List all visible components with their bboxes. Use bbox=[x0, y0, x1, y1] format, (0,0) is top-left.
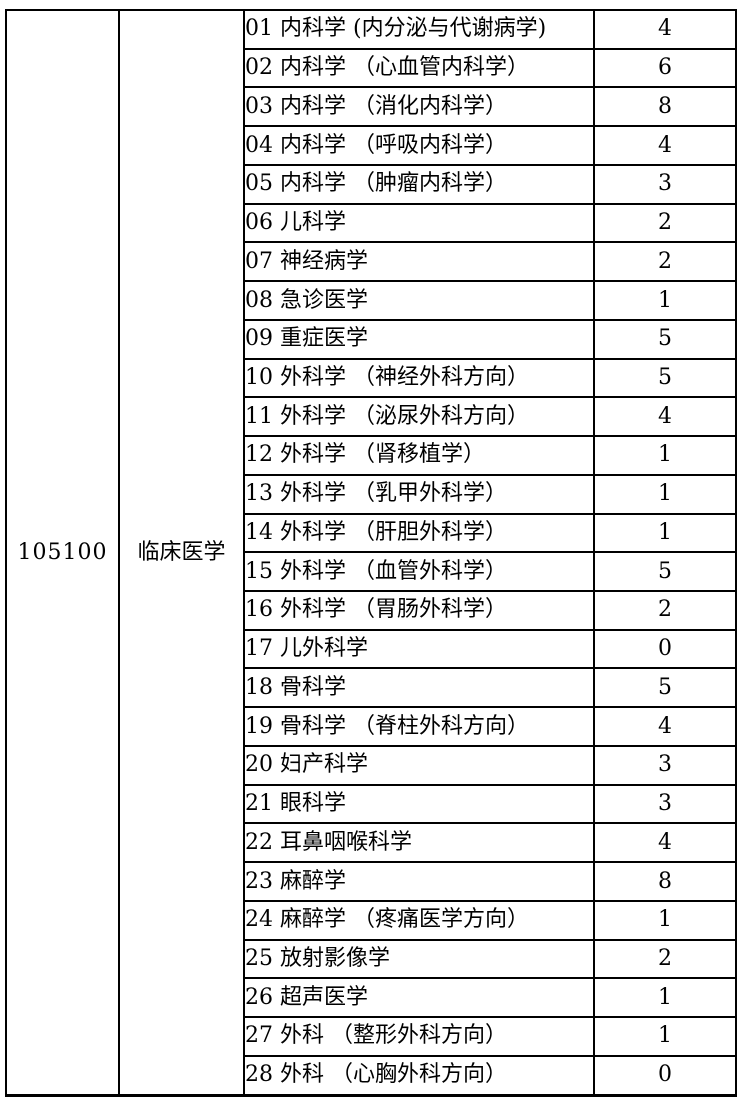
count-cell: 3 bbox=[593, 163, 737, 205]
count-cell: 1 bbox=[593, 977, 737, 1019]
count-cell: 5 bbox=[593, 357, 737, 399]
specialty-cell: 05 内科学 （肿瘤内科学） bbox=[243, 163, 595, 205]
specialty-cell: 17 儿外科学 bbox=[243, 628, 595, 670]
table-row: 27 外科 （整形外科方向） 1 bbox=[6, 1016, 737, 1057]
table-row: 13 外科学 （乳甲外科学） 1 bbox=[6, 473, 737, 515]
count-cell: 1 bbox=[593, 473, 737, 515]
table-row: 21 眼科学 3 bbox=[6, 783, 737, 825]
table-row: 23 麻醉学 8 bbox=[6, 861, 737, 902]
specialty-cell: 06 儿科学 bbox=[243, 202, 595, 244]
table-row: 08 急诊医学 1 bbox=[6, 280, 737, 321]
specialty-cell: 13 外科学 （乳甲外科学） bbox=[243, 473, 595, 515]
specialty-cell: 20 妇产科学 bbox=[243, 744, 595, 786]
table-body: 105100 临床医学 01 内科学 (内分泌与代谢病学) 4 02 内科学 （… bbox=[5, 9, 737, 1097]
count-cell: 3 bbox=[593, 783, 737, 825]
count-cell: 5 bbox=[593, 667, 737, 709]
table-row: 09 重症医学 5 bbox=[6, 318, 737, 360]
table-row: 28 外科 （心胸外科方向） 0 bbox=[6, 1054, 737, 1097]
specialty-cell: 08 急诊医学 bbox=[243, 280, 595, 321]
count-cell: 2 bbox=[593, 590, 737, 631]
specialty-cell: 12 外科学 （肾移植学） bbox=[243, 435, 595, 476]
table-row: 14 外科学 （肝胆外科学） 1 bbox=[6, 512, 737, 554]
specialty-cell: 27 外科 （整形外科方向） bbox=[243, 1016, 595, 1057]
table-row: 06 儿科学 2 bbox=[6, 202, 737, 244]
count-cell: 4 bbox=[593, 706, 737, 747]
count-cell: 4 bbox=[593, 396, 737, 438]
count-cell: 5 bbox=[593, 318, 737, 360]
specialty-cell: 15 外科学 （血管外科学） bbox=[243, 551, 595, 593]
count-cell: 4 bbox=[593, 9, 737, 50]
admission-quota-table: 105100 临床医学 01 内科学 (内分泌与代谢病学) 4 02 内科学 （… bbox=[5, 9, 737, 1097]
major-code-cell: 105100 bbox=[5, 9, 120, 1097]
table-row: 24 麻醉学 （疼痛医学方向） 1 bbox=[6, 899, 737, 941]
specialty-cell: 26 超声医学 bbox=[243, 977, 595, 1019]
count-cell: 2 bbox=[593, 938, 737, 980]
table-row: 26 超声医学 1 bbox=[6, 977, 737, 1019]
specialty-cell: 01 内科学 (内分泌与代谢病学) bbox=[243, 9, 595, 50]
count-cell: 3 bbox=[593, 744, 737, 786]
specialty-cell: 14 外科学 （肝胆外科学） bbox=[243, 512, 595, 554]
specialty-cell: 18 骨科学 bbox=[243, 667, 595, 709]
count-cell: 0 bbox=[593, 628, 737, 670]
specialty-cell: 21 眼科学 bbox=[243, 783, 595, 825]
specialty-cell: 09 重症医学 bbox=[243, 318, 595, 360]
count-cell: 5 bbox=[593, 551, 737, 593]
specialty-cell: 02 内科学 （心血管内科学） bbox=[243, 47, 595, 89]
specialty-cell: 19 骨科学 （脊柱外科方向） bbox=[243, 706, 595, 747]
count-cell: 6 bbox=[593, 47, 737, 89]
count-cell: 0 bbox=[593, 1054, 737, 1097]
table-row: 10 外科学 （神经外科方向） 5 bbox=[6, 357, 737, 399]
specialty-cell: 23 麻醉学 bbox=[243, 861, 595, 902]
count-cell: 8 bbox=[593, 86, 737, 128]
table-row: 16 外科学 （胃肠外科学） 2 bbox=[6, 590, 737, 631]
table-row: 07 神经病学 2 bbox=[6, 241, 737, 283]
table-row: 02 内科学 （心血管内科学） 6 bbox=[6, 47, 737, 89]
specialty-cell: 10 外科学 （神经外科方向） bbox=[243, 357, 595, 399]
specialty-cell: 25 放射影像学 bbox=[243, 938, 595, 980]
specialty-cell: 11 外科学 （泌尿外科方向） bbox=[243, 396, 595, 438]
specialty-cell: 22 耳鼻咽喉科学 bbox=[243, 822, 595, 864]
specialty-cell: 04 内科学 （呼吸内科学） bbox=[243, 125, 595, 166]
count-cell: 4 bbox=[593, 125, 737, 166]
count-cell: 2 bbox=[593, 202, 737, 244]
table-row: 25 放射影像学 2 bbox=[6, 938, 737, 980]
table-row: 03 内科学 （消化内科学） 8 bbox=[6, 86, 737, 128]
table-row: 11 外科学 （泌尿外科方向） 4 bbox=[6, 396, 737, 438]
specialty-cell: 16 外科学 （胃肠外科学） bbox=[243, 590, 595, 631]
count-cell: 1 bbox=[593, 512, 737, 554]
count-cell: 1 bbox=[593, 1016, 737, 1057]
table-row: 15 外科学 （血管外科学） 5 bbox=[6, 551, 737, 593]
table-row: 19 骨科学 （脊柱外科方向） 4 bbox=[6, 706, 737, 747]
count-cell: 4 bbox=[593, 822, 737, 864]
table-row: 18 骨科学 5 bbox=[6, 667, 737, 709]
count-cell: 8 bbox=[593, 861, 737, 902]
count-cell: 1 bbox=[593, 899, 737, 941]
count-cell: 2 bbox=[593, 241, 737, 283]
table-row: 17 儿外科学 0 bbox=[6, 628, 737, 670]
specialty-cell: 03 内科学 （消化内科学） bbox=[243, 86, 595, 128]
table-row: 05 内科学 （肿瘤内科学） 3 bbox=[6, 163, 737, 205]
specialty-cell: 24 麻醉学 （疼痛医学方向） bbox=[243, 899, 595, 941]
count-cell: 1 bbox=[593, 280, 737, 321]
table-row: 22 耳鼻咽喉科学 4 bbox=[6, 822, 737, 864]
table-row: 12 外科学 （肾移植学） 1 bbox=[6, 435, 737, 476]
major-name-cell: 临床医学 bbox=[118, 9, 245, 1097]
table-row: 105100 临床医学 01 内科学 (内分泌与代谢病学) 4 bbox=[5, 9, 737, 1097]
specialty-cell: 07 神经病学 bbox=[243, 241, 595, 283]
table-row: 04 内科学 （呼吸内科学） 4 bbox=[6, 125, 737, 166]
count-cell: 1 bbox=[593, 435, 737, 476]
specialty-cell: 28 外科 （心胸外科方向） bbox=[243, 1054, 595, 1097]
table-row: 20 妇产科学 3 bbox=[6, 744, 737, 786]
